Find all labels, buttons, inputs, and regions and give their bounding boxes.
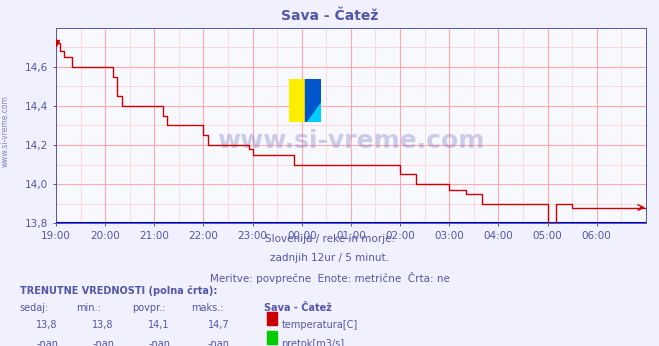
Text: -nan: -nan [208, 339, 229, 346]
Text: Meritve: povprečne  Enote: metrične  Črta: ne: Meritve: povprečne Enote: metrične Črta:… [210, 272, 449, 284]
Text: pretok[m3/s]: pretok[m3/s] [281, 339, 345, 346]
Text: www.si-vreme.com: www.si-vreme.com [1, 95, 10, 167]
Bar [289, 79, 305, 121]
Text: sedaj:: sedaj: [20, 303, 49, 313]
Text: www.si-vreme.com: www.si-vreme.com [217, 129, 484, 153]
Polygon shape [305, 79, 321, 121]
Text: Sava - Čatež: Sava - Čatež [281, 9, 378, 22]
Text: temperatura[C]: temperatura[C] [281, 320, 358, 330]
Text: 14,1: 14,1 [148, 320, 170, 330]
Text: povpr.:: povpr.: [132, 303, 165, 313]
Text: TRENUTNE VREDNOSTI (polna črta):: TRENUTNE VREDNOSTI (polna črta): [20, 285, 217, 296]
Text: -nan: -nan [148, 339, 170, 346]
Text: 13,8: 13,8 [36, 320, 58, 330]
Text: zadnjih 12ur / 5 minut.: zadnjih 12ur / 5 minut. [270, 253, 389, 263]
Text: Slovenija / reke in morje.: Slovenija / reke in morje. [264, 234, 395, 244]
Text: 14,7: 14,7 [208, 320, 229, 330]
Text: Sava - Čatež: Sava - Čatež [264, 303, 331, 313]
Text: -nan: -nan [36, 339, 58, 346]
Text: min.:: min.: [76, 303, 101, 313]
Text: 13,8: 13,8 [92, 320, 114, 330]
Text: -nan: -nan [92, 339, 114, 346]
Polygon shape [305, 100, 321, 121]
Text: maks.:: maks.: [191, 303, 223, 313]
